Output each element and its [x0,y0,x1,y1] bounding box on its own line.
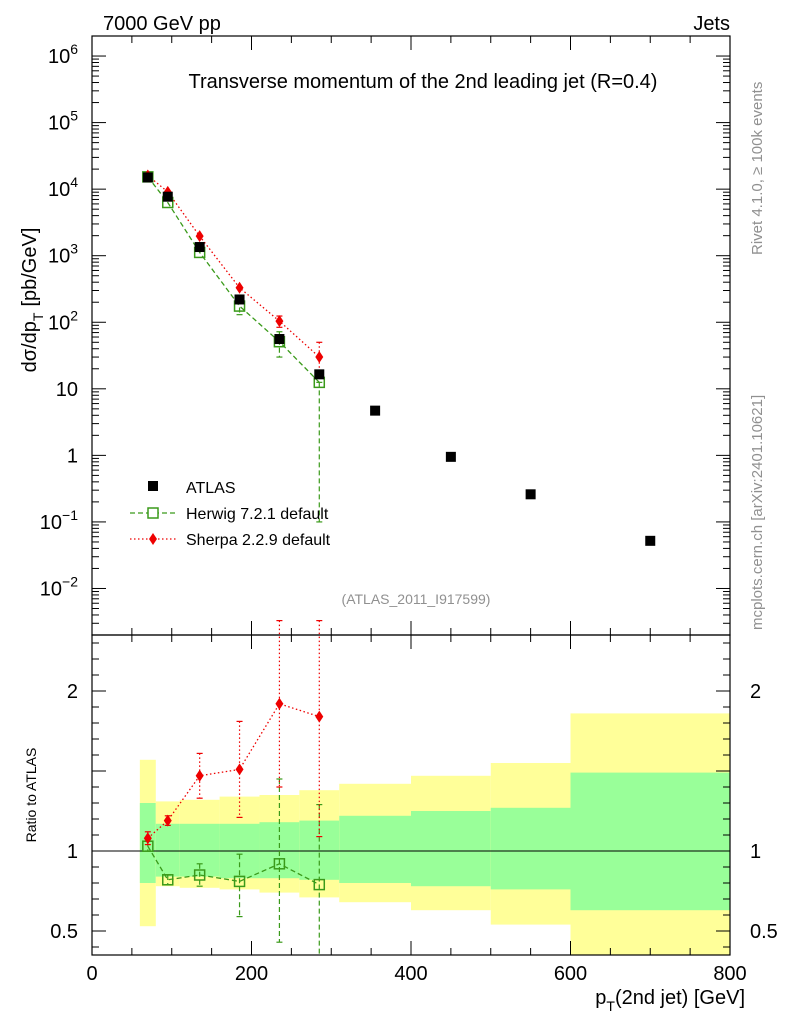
legend: ATLAS Herwig 7.2.1 default Sherpa 2.2.9 … [130,480,331,549]
energy-label: 7000 GeV pp [103,13,221,35]
legend-atlas-label: ATLAS [186,480,236,497]
main-y-tick-label-exponent: 3 [70,241,78,257]
ratio-y-axis-title: Ratio to ATLAS [23,748,39,843]
x-tick-label: 200 [235,963,268,985]
ratio-y-tick-label-left: 1 [67,841,78,863]
ratio-herwig-marker [233,875,246,888]
x-axis-title-rest: (2nd jet) [GeV] [615,987,745,1009]
x-axis-title-main: p [595,987,606,1009]
main-atlas-marker [234,294,245,305]
x-tick-label: 600 [554,963,587,985]
main-y-tick-label: 105 [48,108,78,135]
main-data-series [142,169,656,546]
main-y-tick-label-exponent: 6 [70,41,78,57]
ratio-y-tick-label-left: 2 [67,681,78,703]
main-sherpa-marker [195,230,204,243]
ratio-data-series [142,619,326,955]
main-y-tick-label-base: 10 [48,113,70,135]
mcplots-label: mcplots.cern.ch [arXiv:2401.10621] [749,395,766,630]
x-axis-title: pT(2nd jet) [GeV] [595,987,745,1014]
ratio-y-tick-label-right: 1 [750,841,761,863]
main-atlas-marker [645,535,656,546]
main-y-tick-label-exponent: −2 [62,573,78,589]
ratio-sherpa-marker [315,710,324,723]
legend-herwig-marker [147,507,159,519]
ratio-herwig-marker [162,874,174,886]
ratio-sherpa-marker [143,832,152,845]
ratio-band-inner [339,815,411,883]
main-y-tick-label: 104 [48,174,78,201]
main-sherpa-marker [315,351,324,364]
main-y-tick-label-exponent: 5 [70,108,78,124]
main-y-tick-label-base: 10 [48,312,70,334]
ratio-band-inner [570,772,730,911]
main-y-tick-label-base: 10 [48,179,70,201]
main-atlas-marker [162,191,173,202]
main-y-tick-label: 10 [56,379,78,401]
ratio-sherpa-marker [235,763,244,776]
main-y-tick-label: 1 [67,445,78,467]
ratio-sherpa-marker [275,697,284,710]
main-herwig-line [147,176,320,383]
ratio-y-tick-label-right: 0.5 [750,921,778,943]
rivet-version-label: Rivet 4.1.0, ≥ 100k events [749,82,766,255]
main-y-tick-label-exponent: 4 [70,174,78,190]
x-tick-label: 400 [394,963,427,985]
main-y-tick-label-base: 10 [40,578,62,600]
main-atlas-marker [314,369,325,380]
main-atlas-marker [525,489,536,500]
main-atlas-marker [370,405,381,416]
main-atlas-marker [194,242,205,253]
y-axis-title-unit: [pb/GeV] [19,228,41,307]
main-y-tick-label: 10−1 [40,507,78,534]
x-tick-label: 800 [713,963,746,985]
ratio-y-tick-label-right: 2 [750,681,761,703]
main-sherpa-marker [235,281,244,294]
main-y-tick-label-base: 10 [48,46,70,68]
y-axis-title-main: dσ/dp [19,321,41,372]
y-axis-title-subscript: T [30,312,46,321]
ratio-band-inner [490,807,571,890]
main-atlas-marker [274,334,285,345]
analysis-id-label: (ATLAS_2011_I917599) [342,591,491,607]
main-y-tick-label-base: 10 [40,512,62,534]
main-y-tick-label: 103 [48,241,78,268]
main-sherpa-line [147,175,320,358]
main-y-tick-label: 106 [48,41,78,68]
main-sherpa-marker [275,315,284,328]
ratio-band-inner [411,811,491,887]
legend-herwig-label: Herwig 7.2.1 default [186,506,329,523]
ratio-plot-panel: 0.5 0.5 1 1 2 2 0 200 400 600 800 Ratio to ATLAS p… [23,619,778,1014]
main-plot-title: Transverse momentum of the 2nd leading j… [189,71,658,93]
ratio-uncertainty-bands [139,713,730,955]
category-label: Jets [693,13,730,35]
ratio-herwig-marker [273,858,286,870]
ratio-band-inner [155,823,180,877]
ratio-herwig-marker [313,878,326,891]
main-y-tick-label-exponent: −1 [62,507,78,523]
ratio-sherpa-marker [195,769,204,782]
main-y-tick-label: 102 [48,307,78,334]
ratio-plot-frame [91,634,731,956]
legend-atlas-marker [148,481,158,491]
legend-sherpa-label: Sherpa 2.2.9 default [186,532,331,549]
ratio-y-tick-label-left: 0.5 [50,921,78,943]
legend-sherpa-marker [149,533,157,545]
ratio-sherpa-marker [163,814,172,827]
main-atlas-marker [142,172,153,183]
ratio-herwig-marker [193,869,206,881]
main-y-tick-label-base: 10 [48,246,70,268]
main-atlas-marker [445,451,456,462]
y-axis-title: dσ/dpT [pb/GeV] [19,228,46,373]
main-y-tick-label: 10−2 [40,573,78,600]
ratio-axis-ticks: 0.5 0.5 1 1 2 2 0 200 400 600 800 [50,635,778,985]
x-tick-label: 0 [86,963,97,985]
x-axis-title-subscript: T [606,998,615,1014]
main-y-tick-label-exponent: 2 [70,307,78,323]
